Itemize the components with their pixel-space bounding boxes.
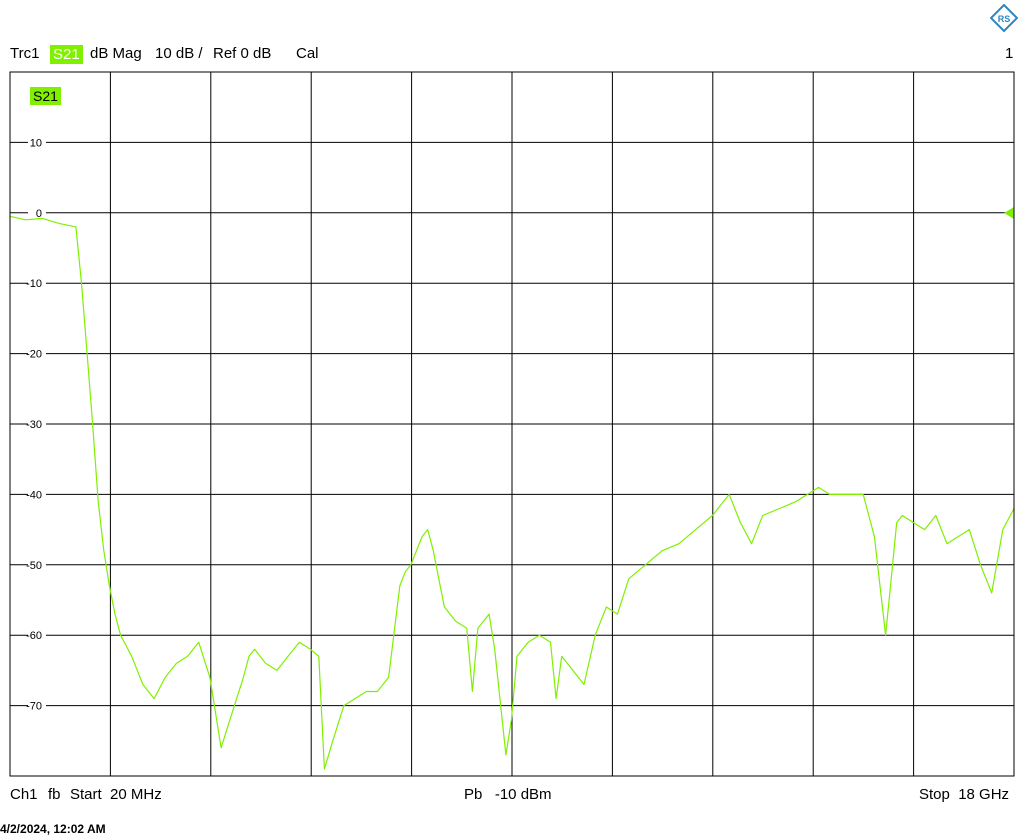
trace-name[interactable]: Trc1 <box>10 45 40 62</box>
timestamp: 4/2/2024, 12:02 AM <box>0 822 106 836</box>
y-tick-label: -70 <box>26 701 42 713</box>
trace-s21[interactable] <box>9 215 1015 770</box>
trace-layer: S21 <box>9 87 1015 770</box>
y-tick-label-background <box>28 698 46 713</box>
reference-level-marker[interactable] <box>1004 207 1014 219</box>
port-power[interactable]: Pb -10 dBm <box>464 786 552 803</box>
y-tick-label: 10 <box>30 137 42 149</box>
y-tick-label: 0 <box>36 208 42 220</box>
y-tick-label-background <box>28 487 46 502</box>
reference-level[interactable]: Ref 0 dB <box>213 45 272 62</box>
plot-border <box>9 71 1015 777</box>
y-tick-label: -60 <box>26 630 42 642</box>
channel-label[interactable]: Ch1 <box>10 786 38 803</box>
y-tick-label: -40 <box>26 489 42 501</box>
y-tick-label-background <box>28 417 46 431</box>
y-tick-label: -20 <box>26 349 42 361</box>
y-tick-label-background <box>28 276 46 291</box>
plot-grid <box>10 72 1014 776</box>
channel-number: 1 <box>1005 45 1014 62</box>
start-frequency[interactable]: Start 20 MHz <box>70 786 162 803</box>
y-tick-labels: 10 0 -10 -20 -30 -40 -50 -60 -70 <box>26 135 46 713</box>
y-tick-label-background <box>28 346 46 361</box>
y-tick-label-background <box>28 205 46 220</box>
y-tick-label: -10 <box>26 278 42 290</box>
trace-format[interactable]: dB Mag <box>90 45 142 62</box>
rohde-schwarz-logo-icon: RS <box>990 4 1018 32</box>
calibration-status[interactable]: Cal <box>296 45 319 62</box>
measurement-badge[interactable]: S21 <box>50 45 83 64</box>
y-tick-label: -30 <box>26 419 42 431</box>
y-tick-label-background <box>28 557 46 572</box>
trace-label-badge <box>30 87 61 105</box>
trace-scale[interactable]: 10 dB / <box>155 45 203 62</box>
logo-text: RS <box>998 14 1011 24</box>
trace-label: S21 <box>33 88 58 104</box>
y-tick-label-background <box>28 135 46 150</box>
stop-frequency[interactable]: Stop 18 GHz <box>919 786 1010 803</box>
y-tick-label: -50 <box>26 560 42 572</box>
y-tick-label-background <box>28 628 46 643</box>
fb-label: fb <box>48 786 61 803</box>
